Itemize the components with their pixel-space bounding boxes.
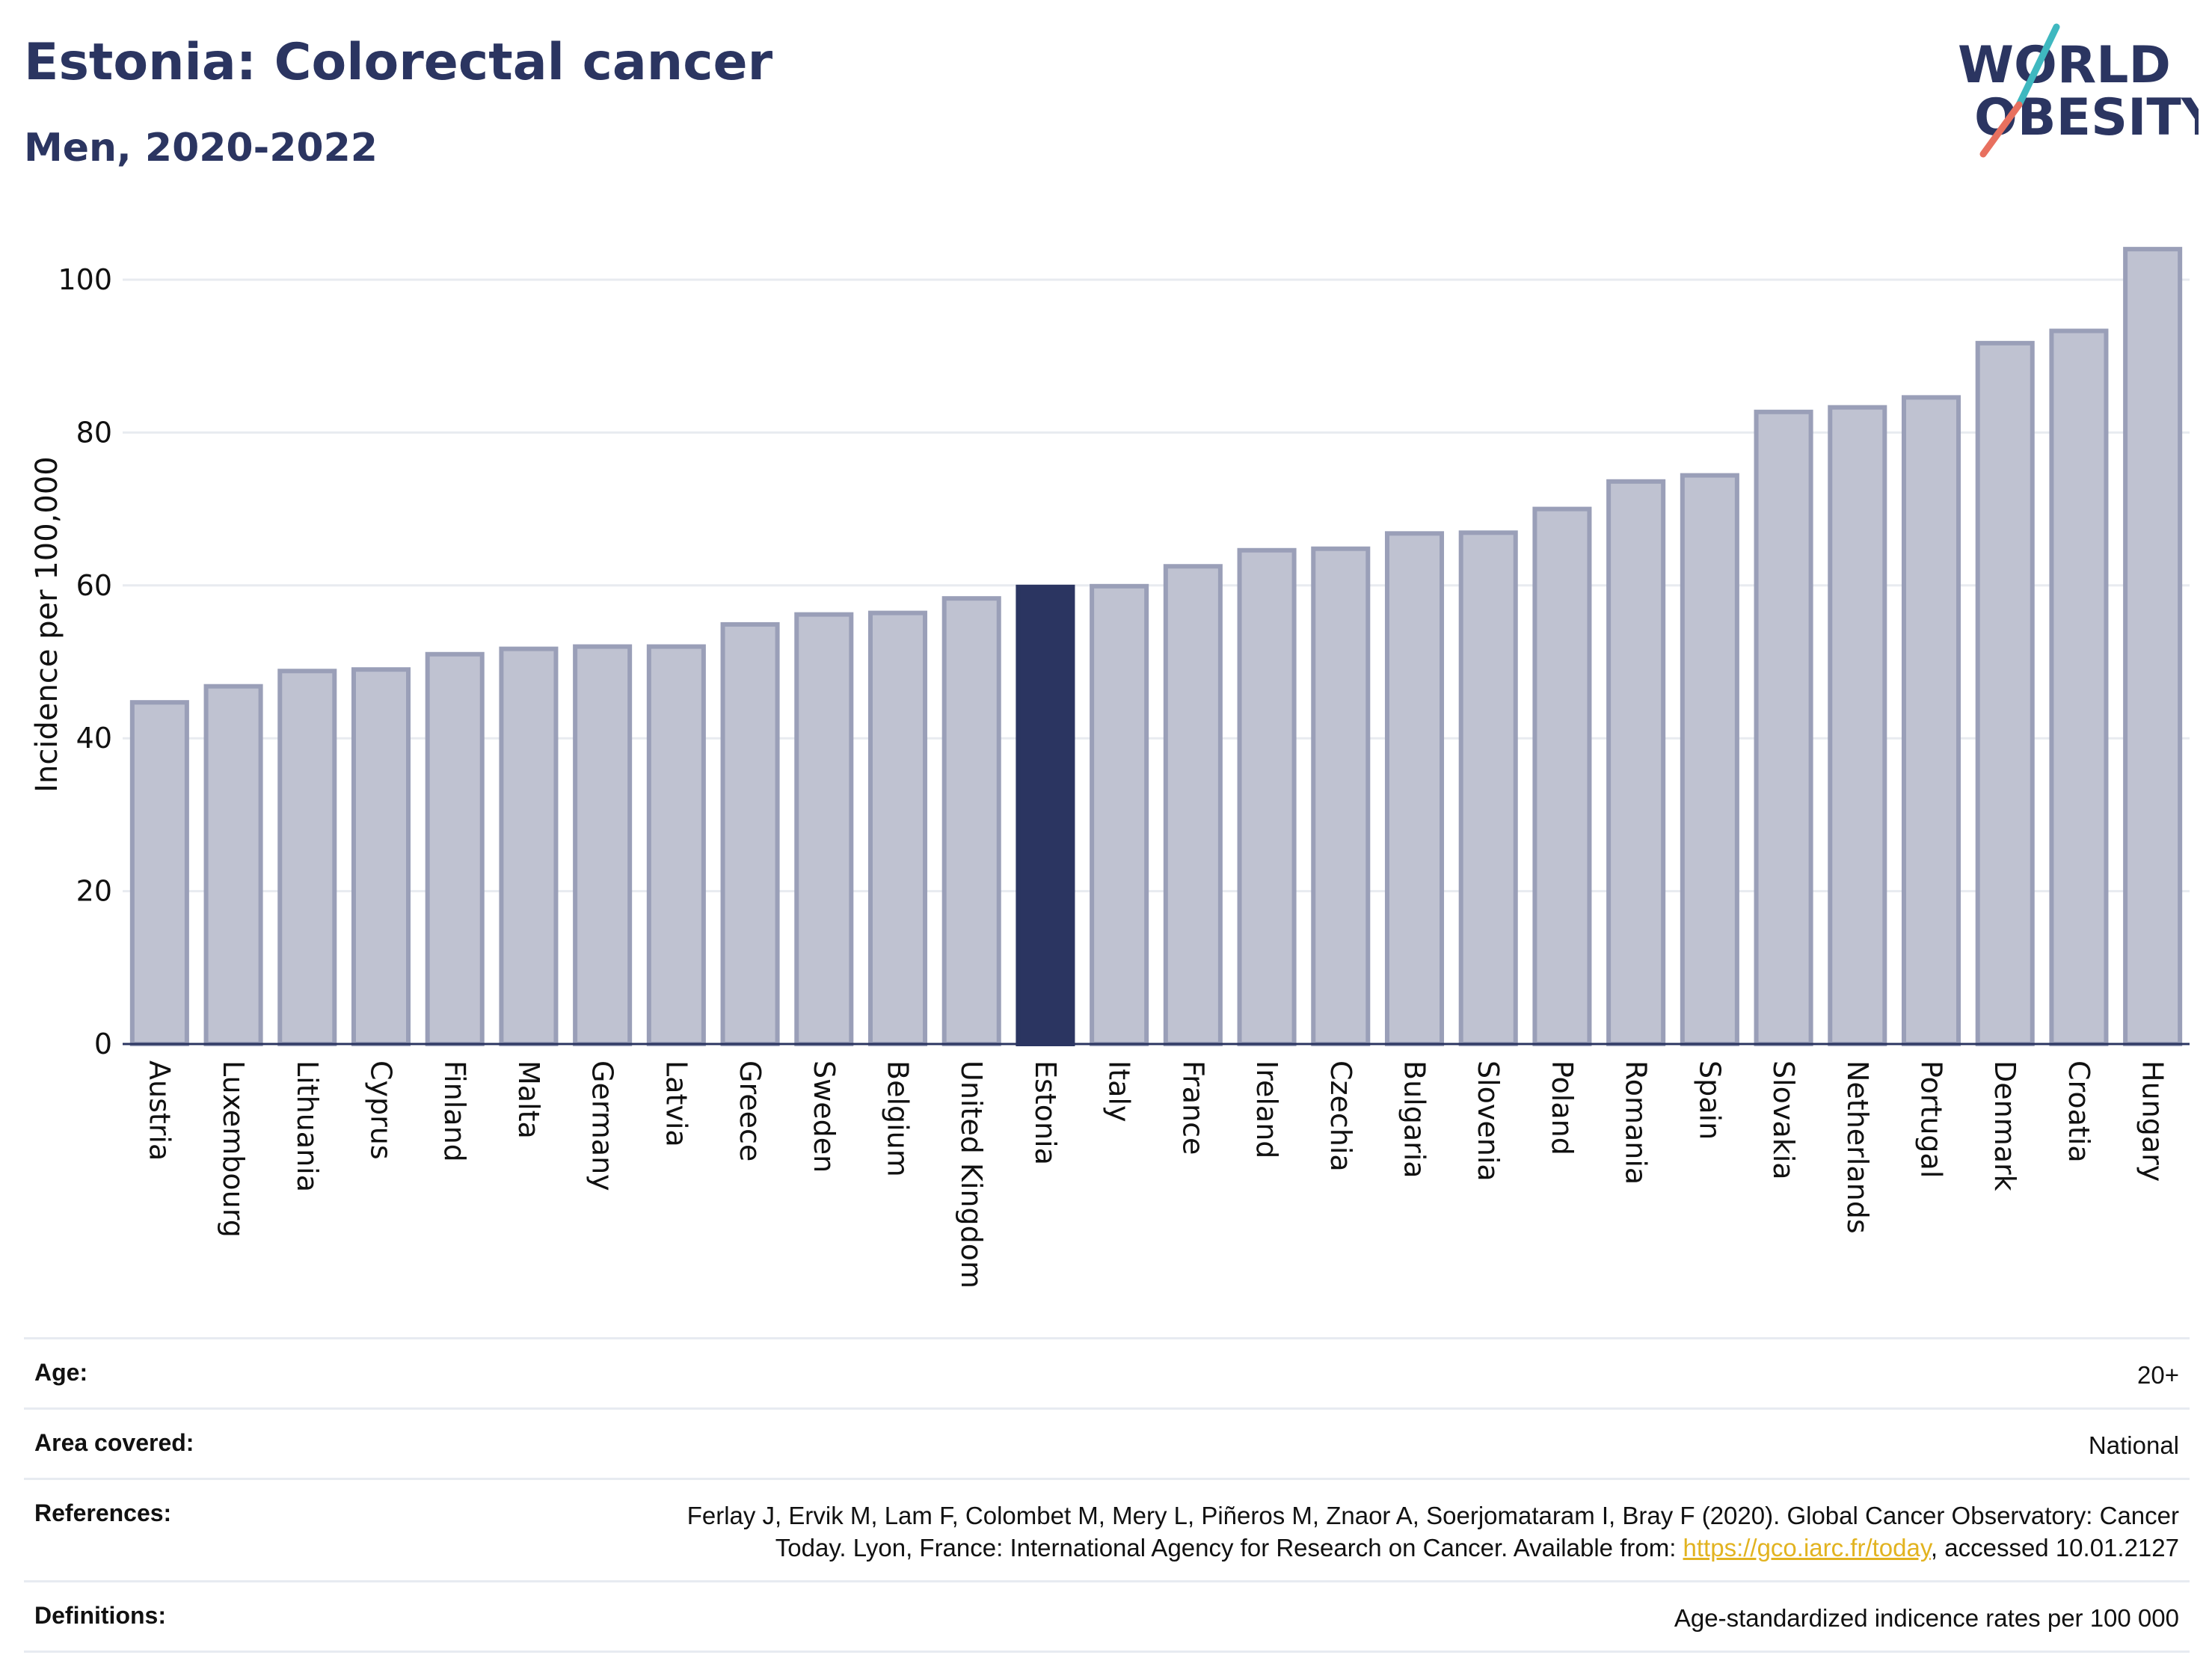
x-tick-label: Romania (1620, 1060, 1653, 1185)
x-tick-label: Finland (438, 1060, 471, 1162)
age-value: 20+ (2137, 1361, 2179, 1389)
meta-row-references: References: Ferlay J, Ervik M, Lam F, Co… (24, 1478, 2190, 1580)
area-value: National (2088, 1431, 2179, 1459)
x-tick-label: Denmark (1988, 1060, 2021, 1191)
bar-czechia (1311, 546, 1371, 1046)
bar-belgium (867, 610, 928, 1046)
y-axis-label: Incidence per 100,000 (30, 456, 64, 793)
x-tick-label: Belgium (882, 1060, 915, 1177)
bars (129, 247, 2183, 1047)
bar-denmark (1975, 340, 2035, 1047)
bar-chart: 0 20 40 60 80 100 Austria Luxembourg Lithuania C… (30, 247, 2190, 1289)
area-label: Area covered: (34, 1429, 194, 1456)
logo-slash-teal (2015, 23, 2060, 108)
meta-row-area: Area covered: National (24, 1407, 2190, 1478)
y-tick-label: 0 (94, 1028, 112, 1060)
y-tick-label: 100 (58, 263, 112, 296)
bar-netherlands (1828, 405, 1887, 1046)
y-tick-label: 60 (76, 569, 112, 602)
bar-slovenia (1458, 530, 1518, 1047)
references-value: Ferlay J, Ervik M, Lam F, Colombet M, Me… (687, 1499, 2179, 1564)
logo-text-world: WORLD (1958, 36, 2171, 95)
x-tick-label: Netherlands (1841, 1060, 1874, 1234)
definitions-label: Definitions: (34, 1602, 166, 1629)
references-link[interactable]: https://gco.iarc.fr/today (1683, 1534, 1931, 1562)
x-tick-label: Germany (586, 1060, 619, 1191)
bar-lithuania (277, 669, 337, 1046)
bar-italy (1090, 583, 1149, 1046)
y-tick-label: 80 (76, 416, 112, 449)
x-tick-label: Sweden (808, 1060, 841, 1173)
x-tick-label: Poland (1546, 1060, 1579, 1155)
x-tick-label: Spain (1693, 1060, 1726, 1140)
references-line2-post: , accessed 10.01.2127 (1930, 1534, 2179, 1562)
x-tick-label: Hungary (2136, 1060, 2169, 1182)
x-tick-label: France (1176, 1060, 1209, 1155)
y-axis-ticks: 0 20 40 60 80 100 (58, 263, 112, 1060)
x-tick-label: Croatia (2062, 1060, 2095, 1163)
bar-malta (499, 646, 559, 1046)
bar-germany (573, 644, 633, 1046)
chart-subtitle: Men, 2020-2022 (24, 126, 378, 171)
x-tick-label: Luxembourg (217, 1060, 250, 1238)
metadata-table: Age: 20+ Area covered: National Referenc… (24, 1337, 2190, 1653)
x-tick-label: Czechia (1324, 1060, 1357, 1172)
bar-france (1163, 564, 1223, 1046)
bar-spain (1680, 473, 1739, 1046)
bar-poland (1532, 506, 1592, 1047)
world-obesity-logo: WORLD OBESITY (1958, 23, 2199, 158)
age-label: Age: (34, 1359, 88, 1386)
x-tick-label: Italy (1103, 1060, 1136, 1122)
bar-ireland (1237, 547, 1297, 1046)
x-tick-label: Cyprus (365, 1060, 398, 1160)
x-tick-label: Malta (512, 1060, 545, 1139)
meta-row-age: Age: 20+ (24, 1337, 2190, 1407)
bar-finland (425, 651, 485, 1046)
x-tick-label: Ireland (1250, 1060, 1283, 1158)
x-tick-label: Bulgaria (1398, 1060, 1431, 1179)
bar-luxembourg (203, 684, 263, 1046)
bar-slovakia (1754, 409, 1813, 1046)
x-tick-label: Portugal (1915, 1060, 1948, 1178)
references-label: References: (34, 1499, 172, 1526)
bar-greece (720, 621, 780, 1046)
references-line2-pre: Today. Lyon, France: International Agenc… (775, 1534, 1683, 1562)
bar-hungary (2123, 247, 2183, 1047)
x-tick-label: United Kingdom (955, 1060, 988, 1289)
x-tick-label: Latvia (660, 1060, 692, 1147)
bar-romania (1606, 479, 1666, 1047)
bar-estonia (1016, 584, 1075, 1046)
chart-title: Estonia: Colorectal cancer (24, 33, 773, 92)
y-tick-label: 20 (76, 875, 112, 908)
references-line1: Ferlay J, Ervik M, Lam F, Colombet M, Me… (686, 1502, 2179, 1529)
bar-latvia (646, 644, 706, 1046)
x-tick-label: Slovenia (1472, 1060, 1505, 1182)
y-tick-label: 40 (76, 722, 112, 755)
logo-slash-coral (1979, 101, 2023, 158)
x-tick-label: Estonia (1029, 1060, 1062, 1165)
definitions-value: Age-standardized indicence rates per 100… (1674, 1604, 2179, 1632)
bar-cyprus (351, 667, 411, 1046)
bar-austria (129, 700, 189, 1047)
meta-row-definitions: Definitions: Age-standardized indicence … (24, 1580, 2190, 1653)
x-tick-label: Austria (143, 1060, 176, 1161)
bar-bulgaria (1384, 531, 1445, 1046)
x-axis-labels: Austria Luxembourg Lithuania Cyprus Finland M… (143, 1060, 2169, 1289)
bar-portugal (1901, 395, 1961, 1046)
bar-sweden (794, 612, 854, 1046)
x-tick-label: Slovakia (1767, 1060, 1800, 1180)
x-tick-label: Greece (734, 1060, 766, 1161)
bar-croatia (2049, 328, 2109, 1046)
x-tick-label: Lithuania (291, 1060, 324, 1192)
bar-united-kingdom (941, 596, 1001, 1046)
